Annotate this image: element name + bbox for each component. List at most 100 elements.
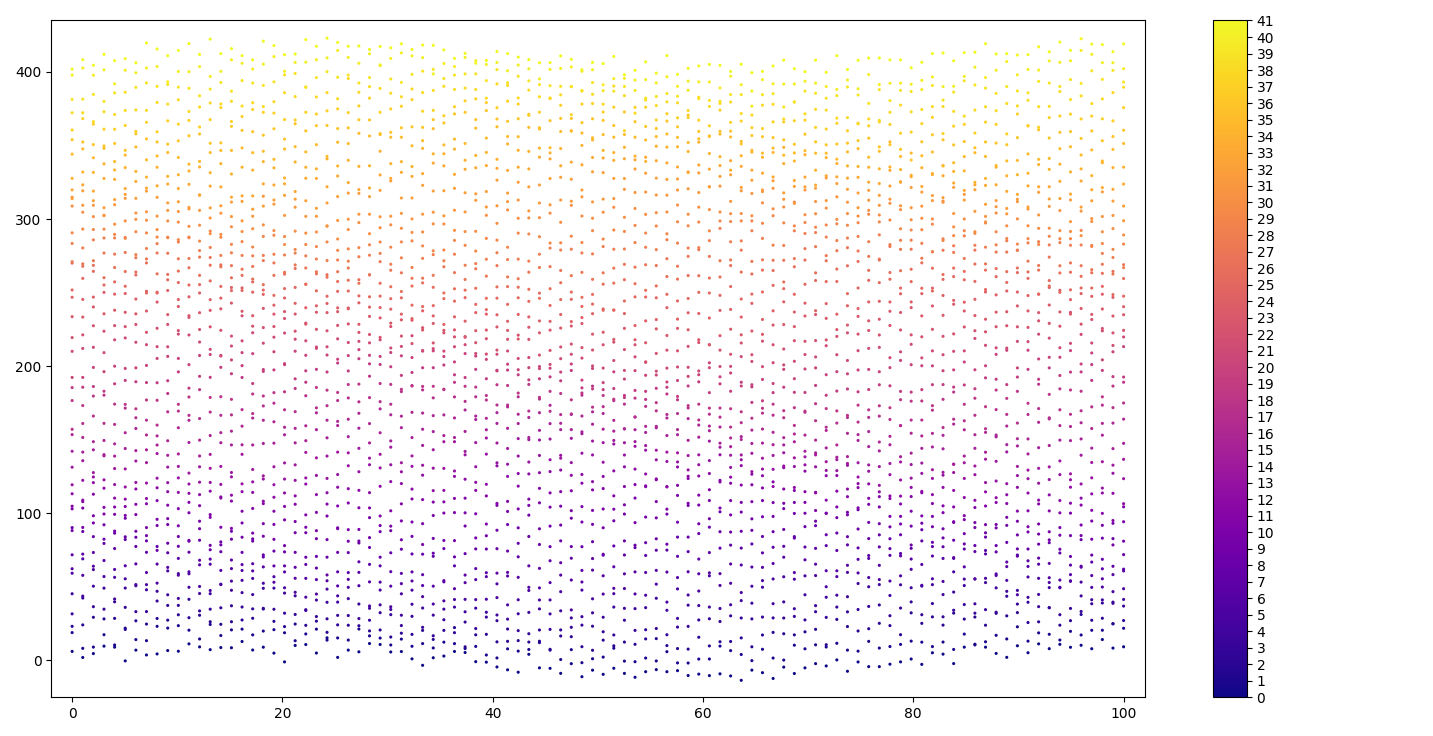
Point <box>199 71 222 82</box>
Point <box>1069 149 1092 161</box>
Point <box>390 267 413 279</box>
Point <box>327 160 350 172</box>
Point <box>284 609 307 620</box>
Point <box>888 288 911 300</box>
Point <box>613 583 636 595</box>
Point <box>888 85 911 96</box>
Point <box>113 500 136 512</box>
Point <box>1049 110 1072 122</box>
Point <box>166 366 189 378</box>
Point <box>708 60 731 71</box>
Point <box>474 478 497 490</box>
Point <box>496 241 519 253</box>
Point <box>560 433 583 445</box>
Point <box>560 348 583 360</box>
Point <box>772 158 795 169</box>
Point <box>782 373 805 385</box>
Point <box>910 200 933 212</box>
Point <box>1016 571 1039 583</box>
Point <box>241 503 264 514</box>
Point <box>199 33 222 45</box>
Point <box>910 535 933 547</box>
Point <box>761 255 784 266</box>
Point <box>900 85 923 97</box>
Point <box>125 125 148 137</box>
Point <box>464 461 487 473</box>
Point <box>209 350 232 361</box>
Point <box>835 137 858 149</box>
Point <box>327 596 350 608</box>
Point <box>221 260 244 272</box>
Point <box>708 579 731 591</box>
Point <box>570 541 593 553</box>
Point <box>527 142 550 154</box>
Point <box>454 52 477 63</box>
Point <box>878 194 901 205</box>
Point <box>688 518 711 530</box>
Point <box>1112 215 1135 227</box>
Point <box>241 223 264 235</box>
Point <box>474 96 497 108</box>
Point <box>761 265 784 277</box>
Point <box>113 481 136 493</box>
Point <box>751 286 774 298</box>
Point <box>645 474 668 486</box>
Point <box>252 279 275 291</box>
Point <box>486 567 509 579</box>
Point <box>72 494 95 506</box>
Point <box>539 406 562 417</box>
Point <box>772 439 795 451</box>
Point <box>315 432 338 444</box>
Point <box>825 417 848 429</box>
Point <box>592 383 615 395</box>
Point <box>931 422 954 434</box>
Point <box>507 333 530 345</box>
Point <box>835 208 858 219</box>
Point <box>592 436 615 448</box>
Point <box>241 54 264 66</box>
Point <box>231 404 254 416</box>
Point <box>82 166 105 178</box>
Point <box>549 388 572 400</box>
Point <box>209 48 232 60</box>
Point <box>974 426 997 438</box>
Point <box>676 402 699 414</box>
Point <box>761 142 784 154</box>
Point <box>527 582 550 594</box>
Point <box>1006 196 1029 208</box>
Point <box>231 269 254 281</box>
Point <box>156 513 179 525</box>
Point <box>507 213 530 224</box>
Point <box>996 408 1019 420</box>
Point <box>82 118 105 130</box>
Point <box>888 324 911 336</box>
Point <box>166 422 189 434</box>
Point <box>1069 386 1092 397</box>
Point <box>241 589 264 601</box>
Point <box>135 498 158 509</box>
Point <box>815 456 838 467</box>
Point <box>305 506 328 518</box>
Point <box>963 258 986 270</box>
Point <box>146 60 169 72</box>
Point <box>411 240 434 252</box>
Point <box>847 502 870 514</box>
Point <box>421 317 444 329</box>
Point <box>1091 624 1113 636</box>
Point <box>729 266 752 278</box>
Point <box>974 477 997 489</box>
Point <box>963 61 986 73</box>
Point <box>93 223 116 235</box>
Point <box>1091 157 1113 169</box>
Point <box>411 324 434 336</box>
Point <box>1059 626 1082 637</box>
Point <box>666 479 689 491</box>
Point <box>241 77 264 89</box>
Point <box>910 57 933 68</box>
Point <box>835 288 858 300</box>
Point <box>274 313 297 325</box>
Point <box>337 303 360 315</box>
Point <box>635 102 658 113</box>
Point <box>358 250 381 261</box>
Point <box>305 342 328 354</box>
